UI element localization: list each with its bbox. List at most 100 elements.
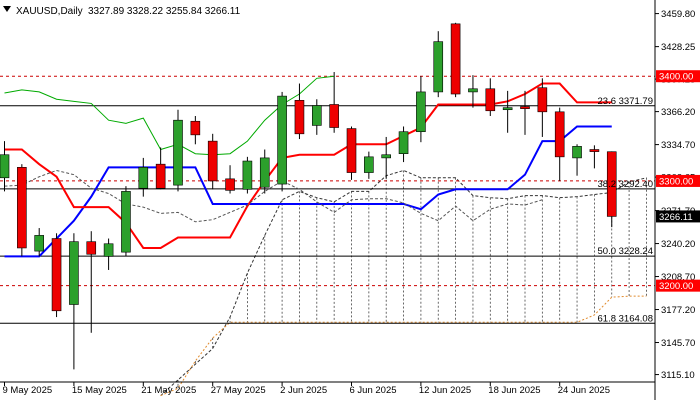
candle-body <box>589 149 600 152</box>
current-price-bg <box>656 210 700 223</box>
candle <box>329 72 339 133</box>
candle-body <box>450 23 461 95</box>
x-tick-label: 15 May 2025 <box>72 385 127 396</box>
candle-body <box>121 191 131 253</box>
candle-body <box>17 167 27 249</box>
price-marker-label: 3200.00 <box>659 281 693 292</box>
y-tick-label: 3145.70 <box>661 338 695 349</box>
candle-body <box>51 238 62 312</box>
candle <box>207 133 218 190</box>
cloud-span-a-line <box>160 169 647 396</box>
candle <box>103 238 114 270</box>
candle <box>572 144 582 176</box>
candle-body <box>502 107 513 111</box>
y-tick-label: 3459.80 <box>661 9 695 20</box>
candle-body <box>259 157 270 188</box>
fib-level-label: 23.6 3371.79 <box>598 96 653 107</box>
chart-title: XAUUSD,Daily <box>16 6 83 17</box>
candle-body <box>537 87 548 113</box>
candle-body <box>277 95 287 185</box>
candle-body <box>34 235 45 252</box>
candle-body <box>225 178 235 191</box>
candle <box>242 156 253 194</box>
fib-level-label: 38.2 3292.40 <box>598 179 653 190</box>
candle-body <box>329 104 339 128</box>
candle-body <box>433 41 444 93</box>
price-marker-bg <box>656 70 700 83</box>
candle <box>86 231 97 333</box>
candle <box>121 186 131 257</box>
candle <box>433 31 444 98</box>
candle-body <box>207 140 218 182</box>
candle <box>259 149 270 194</box>
x-tick-label: 21 May 2025 <box>141 385 196 396</box>
candle-body <box>69 241 79 305</box>
candle <box>34 228 45 257</box>
candle-body <box>364 156 374 173</box>
cloud-span-b-line <box>160 295 647 397</box>
candle <box>468 75 478 108</box>
candle-body <box>103 243 114 257</box>
indicator-line-1 <box>4 82 612 249</box>
candle <box>520 90 530 135</box>
indicator-line-3 <box>4 169 543 223</box>
candle <box>606 151 617 228</box>
candle-body <box>138 167 149 189</box>
candle-body <box>606 151 617 217</box>
chart-menu-icon[interactable] <box>3 6 11 12</box>
candle <box>277 91 287 192</box>
current-price-label: 3266.11 <box>659 212 693 223</box>
candle <box>51 233 62 318</box>
candle <box>450 22 461 98</box>
candle-body <box>520 106 530 109</box>
candle-body <box>294 99 305 135</box>
fib-level-label: 61.8 3164.08 <box>598 313 653 324</box>
candle-body <box>554 111 565 158</box>
candlesticks <box>0 22 617 370</box>
candle-body <box>86 241 97 255</box>
x-tick-label: 6 Jun 2025 <box>350 385 397 396</box>
candle-body <box>242 160 253 190</box>
candle-body <box>311 105 322 126</box>
x-tick-label: 12 Jun 2025 <box>419 385 471 396</box>
candle <box>485 78 496 117</box>
chart-header: XAUUSD,Daily 3327.89 3328.22 3255.84 326… <box>16 6 241 17</box>
y-tick-label: 3177.20 <box>661 305 695 316</box>
candle <box>311 99 322 135</box>
chart-ohlc-header: 3327.89 3328.22 3255.84 3266.11 <box>88 6 241 17</box>
x-tick-label: 9 May 2025 <box>3 385 53 396</box>
price-marker-bg <box>656 174 700 187</box>
candle <box>502 90 513 133</box>
candle-body <box>381 154 392 159</box>
candle <box>381 136 392 179</box>
y-tick-label: 3240.20 <box>661 239 695 250</box>
candle-body <box>398 131 409 155</box>
candle <box>346 126 357 180</box>
candle <box>17 164 27 257</box>
candle <box>225 165 235 194</box>
fib-level-label: 50.0 3228.24 <box>598 246 653 257</box>
candle-body <box>155 163 166 189</box>
ichimoku-cloud <box>160 169 647 397</box>
candle <box>398 126 409 163</box>
candle-body <box>572 146 582 159</box>
candle <box>0 141 10 192</box>
candle-body <box>0 154 10 179</box>
y-tick-label: 3366.20 <box>661 107 695 118</box>
candle <box>69 233 79 370</box>
price-marker-label: 3400.00 <box>659 72 693 83</box>
y-tick-label: 3115.10 <box>661 370 695 381</box>
dropdown-triangle-icon[interactable] <box>3 6 11 12</box>
y-tick-label: 3428.25 <box>661 42 695 53</box>
candle <box>364 151 374 179</box>
candle-body <box>190 120 201 136</box>
price-marker-bg <box>656 279 700 292</box>
candle-body <box>416 91 426 133</box>
x-tick-label: 24 Jun 2025 <box>558 385 610 396</box>
candle <box>138 157 149 197</box>
candle-body <box>485 88 496 112</box>
x-tick-label: 27 May 2025 <box>211 385 266 396</box>
candle <box>589 145 600 169</box>
candle <box>537 78 548 137</box>
candle <box>155 147 166 190</box>
